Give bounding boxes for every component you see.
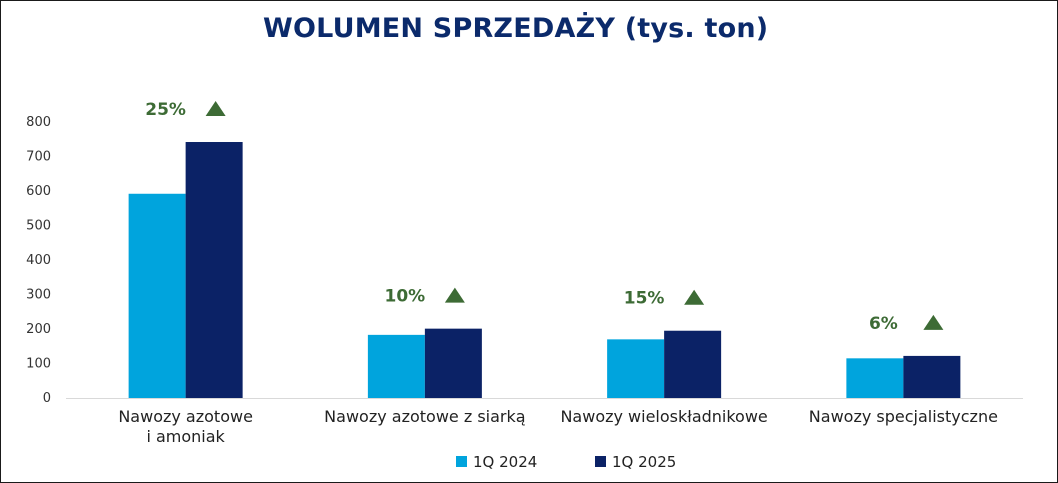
legend-label: 1Q 2025 [612, 453, 676, 471]
bar-1q-2025 [903, 355, 961, 398]
up-triangle-icon [205, 101, 226, 117]
y-tick-label: 100 [26, 357, 51, 372]
y-tick-label: 0 [43, 391, 51, 406]
y-tick-label: 700 [26, 150, 51, 165]
y-tick-label: 600 [26, 184, 51, 199]
y-tick-label: 300 [26, 288, 51, 303]
change-percent-label: 6% [869, 314, 898, 334]
up-triangle-icon [684, 289, 705, 305]
bar-1q-2025 [424, 328, 482, 398]
legend-label: 1Q 2024 [473, 453, 537, 471]
x-category-label: Nawozy specjalistyczne [809, 407, 998, 426]
y-tick-label: 400 [26, 253, 51, 268]
y-tick-label: 200 [26, 322, 51, 337]
x-category-label: Nawozy azotowe z siarką [324, 407, 525, 426]
y-tick-label: 800 [26, 115, 51, 130]
up-triangle-icon [444, 287, 465, 303]
change-percent-label: 25% [145, 100, 186, 120]
x-category-label: i amoniak [146, 427, 225, 446]
x-category-label: Nawozy wieloskładnikowe [560, 407, 767, 426]
legend-swatch [456, 456, 467, 467]
y-tick-label: 500 [26, 219, 51, 234]
up-triangle-icon [923, 314, 944, 330]
legend-swatch [595, 456, 606, 467]
bar-1q-2024 [846, 358, 904, 398]
bar-1q-2025 [185, 142, 243, 398]
chart-title: WOLUMEN SPRZEDAŻY (tys. ton) [263, 13, 769, 44]
bar-1q-2025 [664, 330, 722, 398]
bar-1q-2024 [128, 193, 186, 398]
bar-1q-2024 [367, 334, 425, 398]
change-percent-label: 10% [385, 287, 426, 307]
bar-1q-2024 [607, 339, 665, 398]
x-category-label: Nawozy azotowe [118, 407, 253, 426]
change-percent-label: 15% [624, 289, 665, 309]
